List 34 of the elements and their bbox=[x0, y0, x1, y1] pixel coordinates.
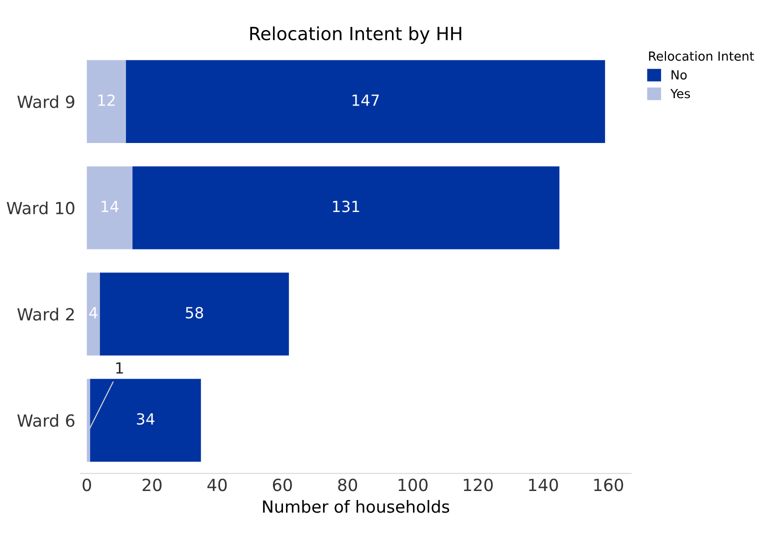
x-tick-label: 40 bbox=[207, 478, 227, 492]
bar bbox=[126, 60, 606, 143]
chart-title: Relocation Intent by HH bbox=[250, 26, 462, 44]
x-tick-label: 60 bbox=[272, 478, 292, 492]
data-label: 34 bbox=[136, 413, 154, 425]
x-tick-label: 20 bbox=[142, 478, 162, 492]
x-tick-label: 140 bbox=[529, 478, 558, 492]
x-tick-label: 100 bbox=[398, 478, 428, 492]
y-tick-label: Ward 6 bbox=[17, 414, 74, 427]
x-tick-label: 120 bbox=[464, 478, 493, 492]
data-label: 147 bbox=[352, 94, 379, 106]
legend-title: Relocation Intent bbox=[649, 51, 754, 61]
data-label: 4 bbox=[89, 307, 98, 318]
data-label: 58 bbox=[186, 306, 204, 318]
bar bbox=[100, 272, 289, 356]
bar bbox=[86, 60, 126, 143]
y-tick-label: Ward 10 bbox=[6, 201, 74, 214]
data-label: 1 bbox=[116, 362, 123, 374]
x-tick-label: 80 bbox=[338, 478, 358, 492]
data-label: 12 bbox=[98, 94, 115, 106]
bar bbox=[86, 166, 132, 250]
x-tick-label: 0 bbox=[82, 478, 92, 492]
bar bbox=[86, 272, 100, 356]
bar bbox=[90, 378, 201, 462]
legend-label: Yes bbox=[670, 89, 690, 98]
data-label: 14 bbox=[102, 200, 119, 212]
x-axis-title: Number of households bbox=[263, 500, 450, 513]
bar bbox=[132, 166, 560, 250]
legend-label: No bbox=[672, 70, 687, 80]
bar bbox=[86, 378, 90, 462]
x-tick-label: 160 bbox=[594, 478, 624, 492]
y-tick-label: Ward 9 bbox=[17, 95, 74, 108]
y-tick-label: Ward 2 bbox=[17, 308, 74, 321]
data-label: 131 bbox=[333, 200, 360, 212]
